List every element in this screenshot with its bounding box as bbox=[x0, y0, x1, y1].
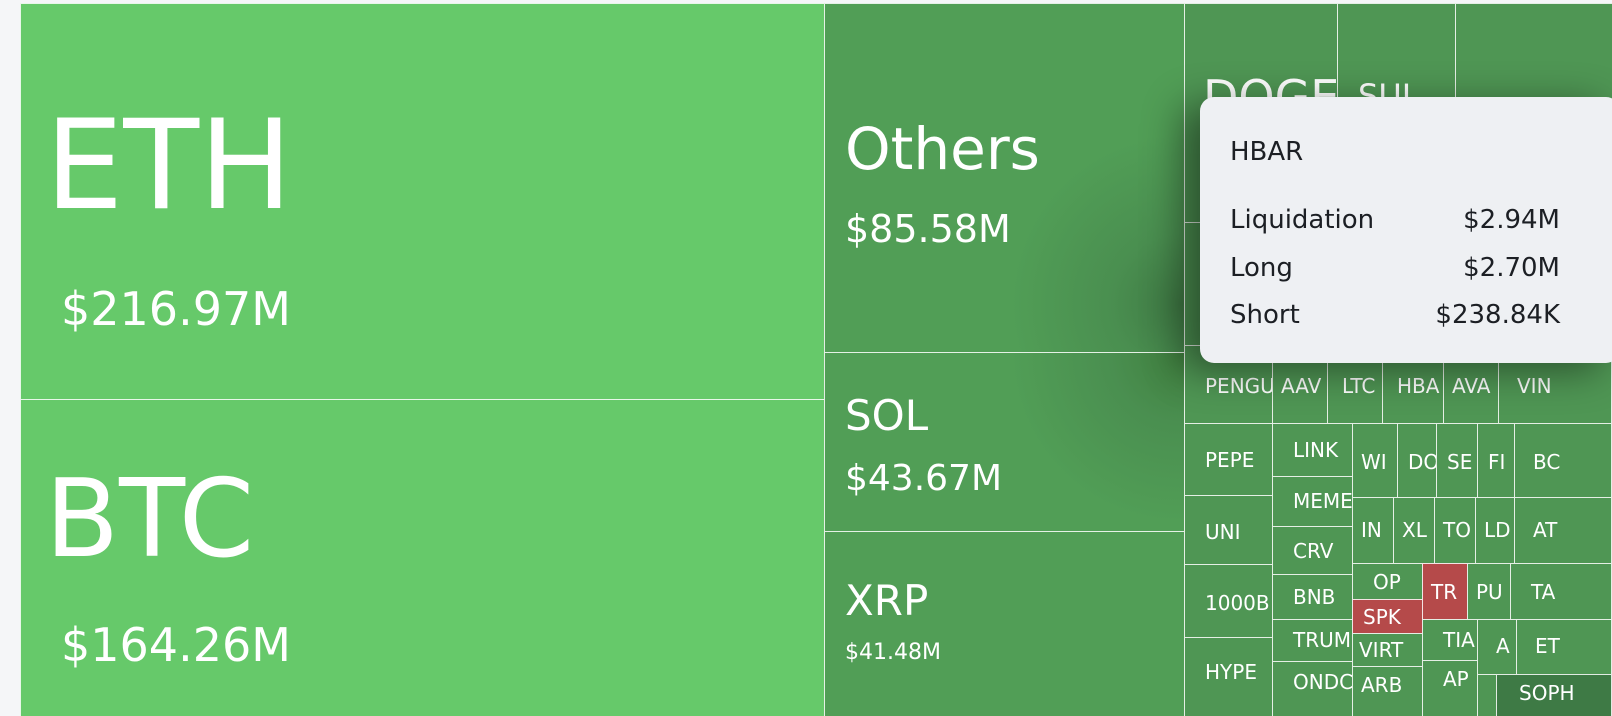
tile-symbol: ARB bbox=[1361, 673, 1403, 697]
tooltip-value: $2.94M bbox=[1463, 205, 1560, 235]
tile-tia[interactable]: TIA bbox=[1422, 619, 1478, 661]
tooltip-label: Long bbox=[1230, 253, 1293, 283]
tile-symbol: A bbox=[1496, 634, 1510, 658]
tile-value: $85.58M bbox=[845, 207, 1011, 251]
tile-between[interactable] bbox=[1477, 674, 1497, 716]
tile-symbol: HBA bbox=[1397, 374, 1440, 398]
tooltip-label: Liquidation bbox=[1230, 205, 1375, 235]
tile-symbol: SE bbox=[1447, 450, 1473, 474]
tile-crv[interactable]: CRV bbox=[1272, 526, 1353, 575]
tile-arb[interactable]: ARB bbox=[1352, 666, 1423, 716]
tile-symbol: PENGU bbox=[1205, 374, 1273, 398]
tile-uni[interactable]: UNI bbox=[1184, 495, 1273, 565]
tile-symbol: VIRT bbox=[1359, 638, 1404, 662]
tile-etc[interactable]: ET bbox=[1516, 619, 1612, 675]
tile-ldo[interactable]: LD bbox=[1475, 497, 1515, 564]
tile-symbol: TA bbox=[1531, 580, 1556, 604]
tile-hype[interactable]: HYPE bbox=[1184, 637, 1273, 716]
tile-symbol: VIN bbox=[1517, 374, 1552, 398]
tile-pepe[interactable]: PEPE bbox=[1184, 423, 1273, 496]
tile-symbol: Others bbox=[845, 115, 1040, 183]
liquidation-treemap: ETH $216.97M BTC $164.26M Others $85.58M… bbox=[20, 3, 1612, 716]
tile-ada[interactable]: A bbox=[1477, 619, 1517, 675]
tile-symbol: UNI bbox=[1205, 520, 1241, 544]
tile-pump[interactable]: PU bbox=[1467, 563, 1511, 620]
tile-1000bonk[interactable]: 1000B bbox=[1184, 564, 1273, 638]
tile-symbol: HYPE bbox=[1205, 660, 1257, 684]
tooltip-value: $2.70M bbox=[1463, 253, 1560, 283]
tile-value: $41.48M bbox=[845, 640, 941, 665]
tile-fil[interactable]: FI bbox=[1477, 423, 1515, 498]
tile-symbol: BTC bbox=[45, 457, 255, 582]
tile-symbol: ETH bbox=[45, 94, 293, 238]
tile-symbol: AT bbox=[1533, 518, 1558, 542]
tile-symbol: AVA bbox=[1452, 374, 1491, 398]
tile-symbol: IN bbox=[1361, 518, 1382, 542]
tile-symbol: CRV bbox=[1293, 539, 1334, 563]
tile-inj[interactable]: IN bbox=[1352, 497, 1394, 564]
tile-symbol: 1000B bbox=[1205, 591, 1270, 615]
tile-symbol: OP bbox=[1373, 570, 1401, 594]
tile-symbol: PEPE bbox=[1205, 448, 1255, 472]
tile-symbol: XRP bbox=[845, 576, 929, 625]
tile-symbol: XL bbox=[1402, 518, 1427, 542]
tile-soph[interactable]: SOPH bbox=[1496, 674, 1612, 716]
tile-symbol: SOPH bbox=[1519, 681, 1575, 705]
tile-ondo[interactable]: ONDC bbox=[1272, 661, 1353, 716]
tile-bch[interactable]: BC bbox=[1514, 423, 1612, 498]
tile-link[interactable]: LINK bbox=[1272, 423, 1353, 477]
tile-sei[interactable]: SE bbox=[1436, 423, 1478, 498]
tile-symbol: TRUM bbox=[1293, 628, 1352, 652]
tile-symbol: AP bbox=[1443, 667, 1469, 691]
tile-symbol: SOL bbox=[845, 391, 929, 440]
tile-symbol: WI bbox=[1361, 450, 1387, 474]
tile-dot[interactable]: DO bbox=[1397, 423, 1437, 498]
tile-symbol: BC bbox=[1533, 450, 1561, 474]
tile-wif[interactable]: WI bbox=[1352, 423, 1398, 498]
tile-meme[interactable]: MEME bbox=[1272, 476, 1353, 527]
tile-symbol: TO bbox=[1443, 518, 1471, 542]
tile-symbol: TR bbox=[1431, 580, 1458, 604]
tooltip-value: $238.84K bbox=[1435, 300, 1560, 330]
tile-symbol: ET bbox=[1535, 634, 1560, 658]
tile-btc[interactable]: BTC $164.26M bbox=[20, 399, 825, 716]
tile-eth[interactable]: ETH $216.97M bbox=[20, 3, 825, 400]
tile-value: $164.26M bbox=[61, 618, 291, 672]
tile-value: $43.67M bbox=[845, 458, 1003, 499]
tile-trump[interactable]: TRUM bbox=[1272, 619, 1353, 662]
tile-tooltip: HBAR Liquidation $2.94M Long $2.70M Shor… bbox=[1200, 97, 1612, 363]
tile-ton[interactable]: TO bbox=[1434, 497, 1476, 564]
tooltip-label: Short bbox=[1230, 300, 1300, 330]
tile-spk[interactable]: SPK bbox=[1352, 599, 1423, 634]
tile-op[interactable]: OP bbox=[1352, 563, 1423, 600]
tile-apt[interactable]: AP bbox=[1422, 660, 1478, 716]
tile-tao[interactable]: TA bbox=[1510, 563, 1612, 620]
tile-xrp[interactable]: XRP $41.48M bbox=[824, 531, 1185, 716]
tile-symbol: AAV bbox=[1281, 374, 1322, 398]
tile-symbol: SPK bbox=[1363, 605, 1401, 629]
tile-symbol: LD bbox=[1484, 518, 1511, 542]
tile-symbol: LINK bbox=[1293, 438, 1339, 462]
tile-symbol: ONDC bbox=[1293, 670, 1353, 694]
tile-sol[interactable]: SOL $43.67M bbox=[824, 352, 1185, 532]
tile-atom[interactable]: AT bbox=[1514, 497, 1612, 564]
tile-symbol: LTC bbox=[1342, 374, 1376, 398]
tile-trb[interactable]: TR bbox=[1422, 563, 1468, 620]
tile-symbol: MEME bbox=[1293, 489, 1353, 513]
tooltip-title: HBAR bbox=[1230, 137, 1304, 167]
tile-symbol: PU bbox=[1476, 580, 1503, 604]
tile-symbol: DO bbox=[1408, 450, 1437, 474]
tile-value: $216.97M bbox=[61, 282, 291, 336]
tile-xlm[interactable]: XL bbox=[1393, 497, 1435, 564]
tile-virtual[interactable]: VIRT bbox=[1352, 633, 1423, 667]
tile-others[interactable]: Others $85.58M bbox=[824, 3, 1185, 353]
tile-bnb[interactable]: BNB bbox=[1272, 574, 1353, 620]
tile-symbol: FI bbox=[1488, 450, 1506, 474]
tile-symbol: BNB bbox=[1293, 585, 1336, 609]
tile-symbol: TIA bbox=[1443, 628, 1475, 652]
